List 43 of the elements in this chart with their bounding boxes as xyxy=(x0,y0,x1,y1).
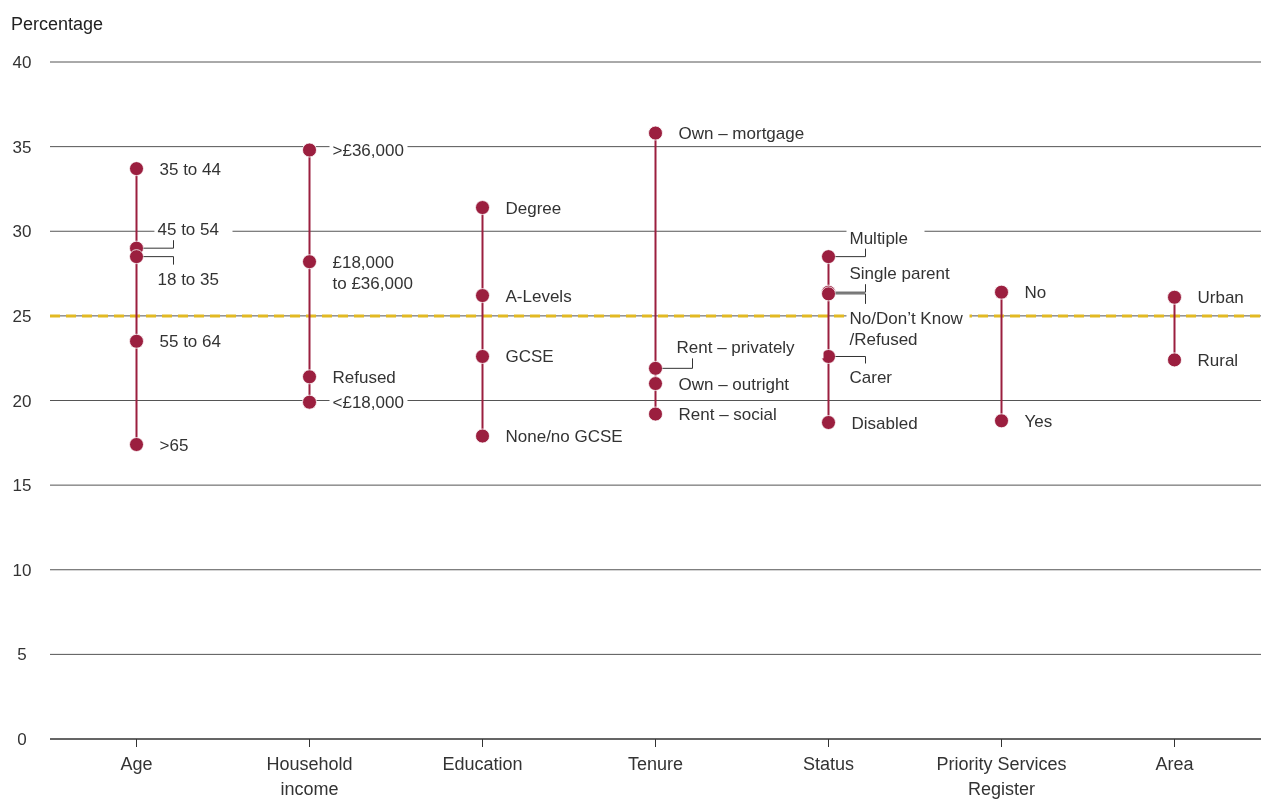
y-tick-label: 20 xyxy=(12,391,32,411)
x-tick-label: Area xyxy=(1155,754,1195,774)
data-label: Disabled xyxy=(851,413,918,433)
data-label: Carer xyxy=(849,368,893,388)
y-tick-label: 35 xyxy=(12,137,32,157)
x-tick-label: Age xyxy=(120,754,153,774)
y-tick-label: 5 xyxy=(17,645,27,665)
x-tick-label: Status xyxy=(802,754,855,774)
x-tick-label: Priority Services Register xyxy=(936,754,1067,799)
data-label: Degree xyxy=(505,198,562,218)
x-tick-label: Household income xyxy=(266,754,353,799)
y-tick-label: 30 xyxy=(12,222,32,242)
y-tick-label: 25 xyxy=(12,306,32,326)
data-label: 55 to 64 xyxy=(159,332,221,352)
data-label: Single parent xyxy=(849,264,950,284)
data-label: None/no GCSE xyxy=(505,427,623,447)
data-label: 18 to 35 xyxy=(157,269,219,289)
data-label: >£36,000 xyxy=(332,141,404,161)
x-tick-label: Education xyxy=(442,754,523,774)
data-label: Rent – privately xyxy=(676,338,796,358)
y-tick-label: 40 xyxy=(12,53,32,72)
x-tick-label: Tenure xyxy=(627,754,684,774)
data-label: Multiple xyxy=(849,228,909,248)
data-label: >65 xyxy=(159,435,189,455)
data-label: No/Don’t Know /Refused xyxy=(849,308,964,349)
data-label: Own – outright xyxy=(678,374,790,394)
data-label: Rural xyxy=(1197,350,1239,370)
data-label: Urban xyxy=(1197,288,1244,308)
y-axis-title: Percentage xyxy=(11,14,104,34)
data-label: 45 to 54 xyxy=(157,220,219,240)
data-label: £18,000 to £36,000 xyxy=(332,252,413,293)
data-label: No xyxy=(1024,283,1047,303)
y-tick-label: 10 xyxy=(12,560,32,580)
data-label: Rent – social xyxy=(678,405,777,425)
y-tick-label: 15 xyxy=(12,476,32,496)
y-tick-label: 0 xyxy=(17,730,27,749)
data-label: GCSE xyxy=(505,347,554,367)
data-label: Own – mortgage xyxy=(678,124,805,144)
data-label: <£18,000 xyxy=(332,393,404,413)
data-label: A-Levels xyxy=(505,286,572,306)
data-label: Refused xyxy=(332,367,396,387)
data-label: Yes xyxy=(1024,411,1053,431)
data-label: 35 to 44 xyxy=(159,159,221,179)
